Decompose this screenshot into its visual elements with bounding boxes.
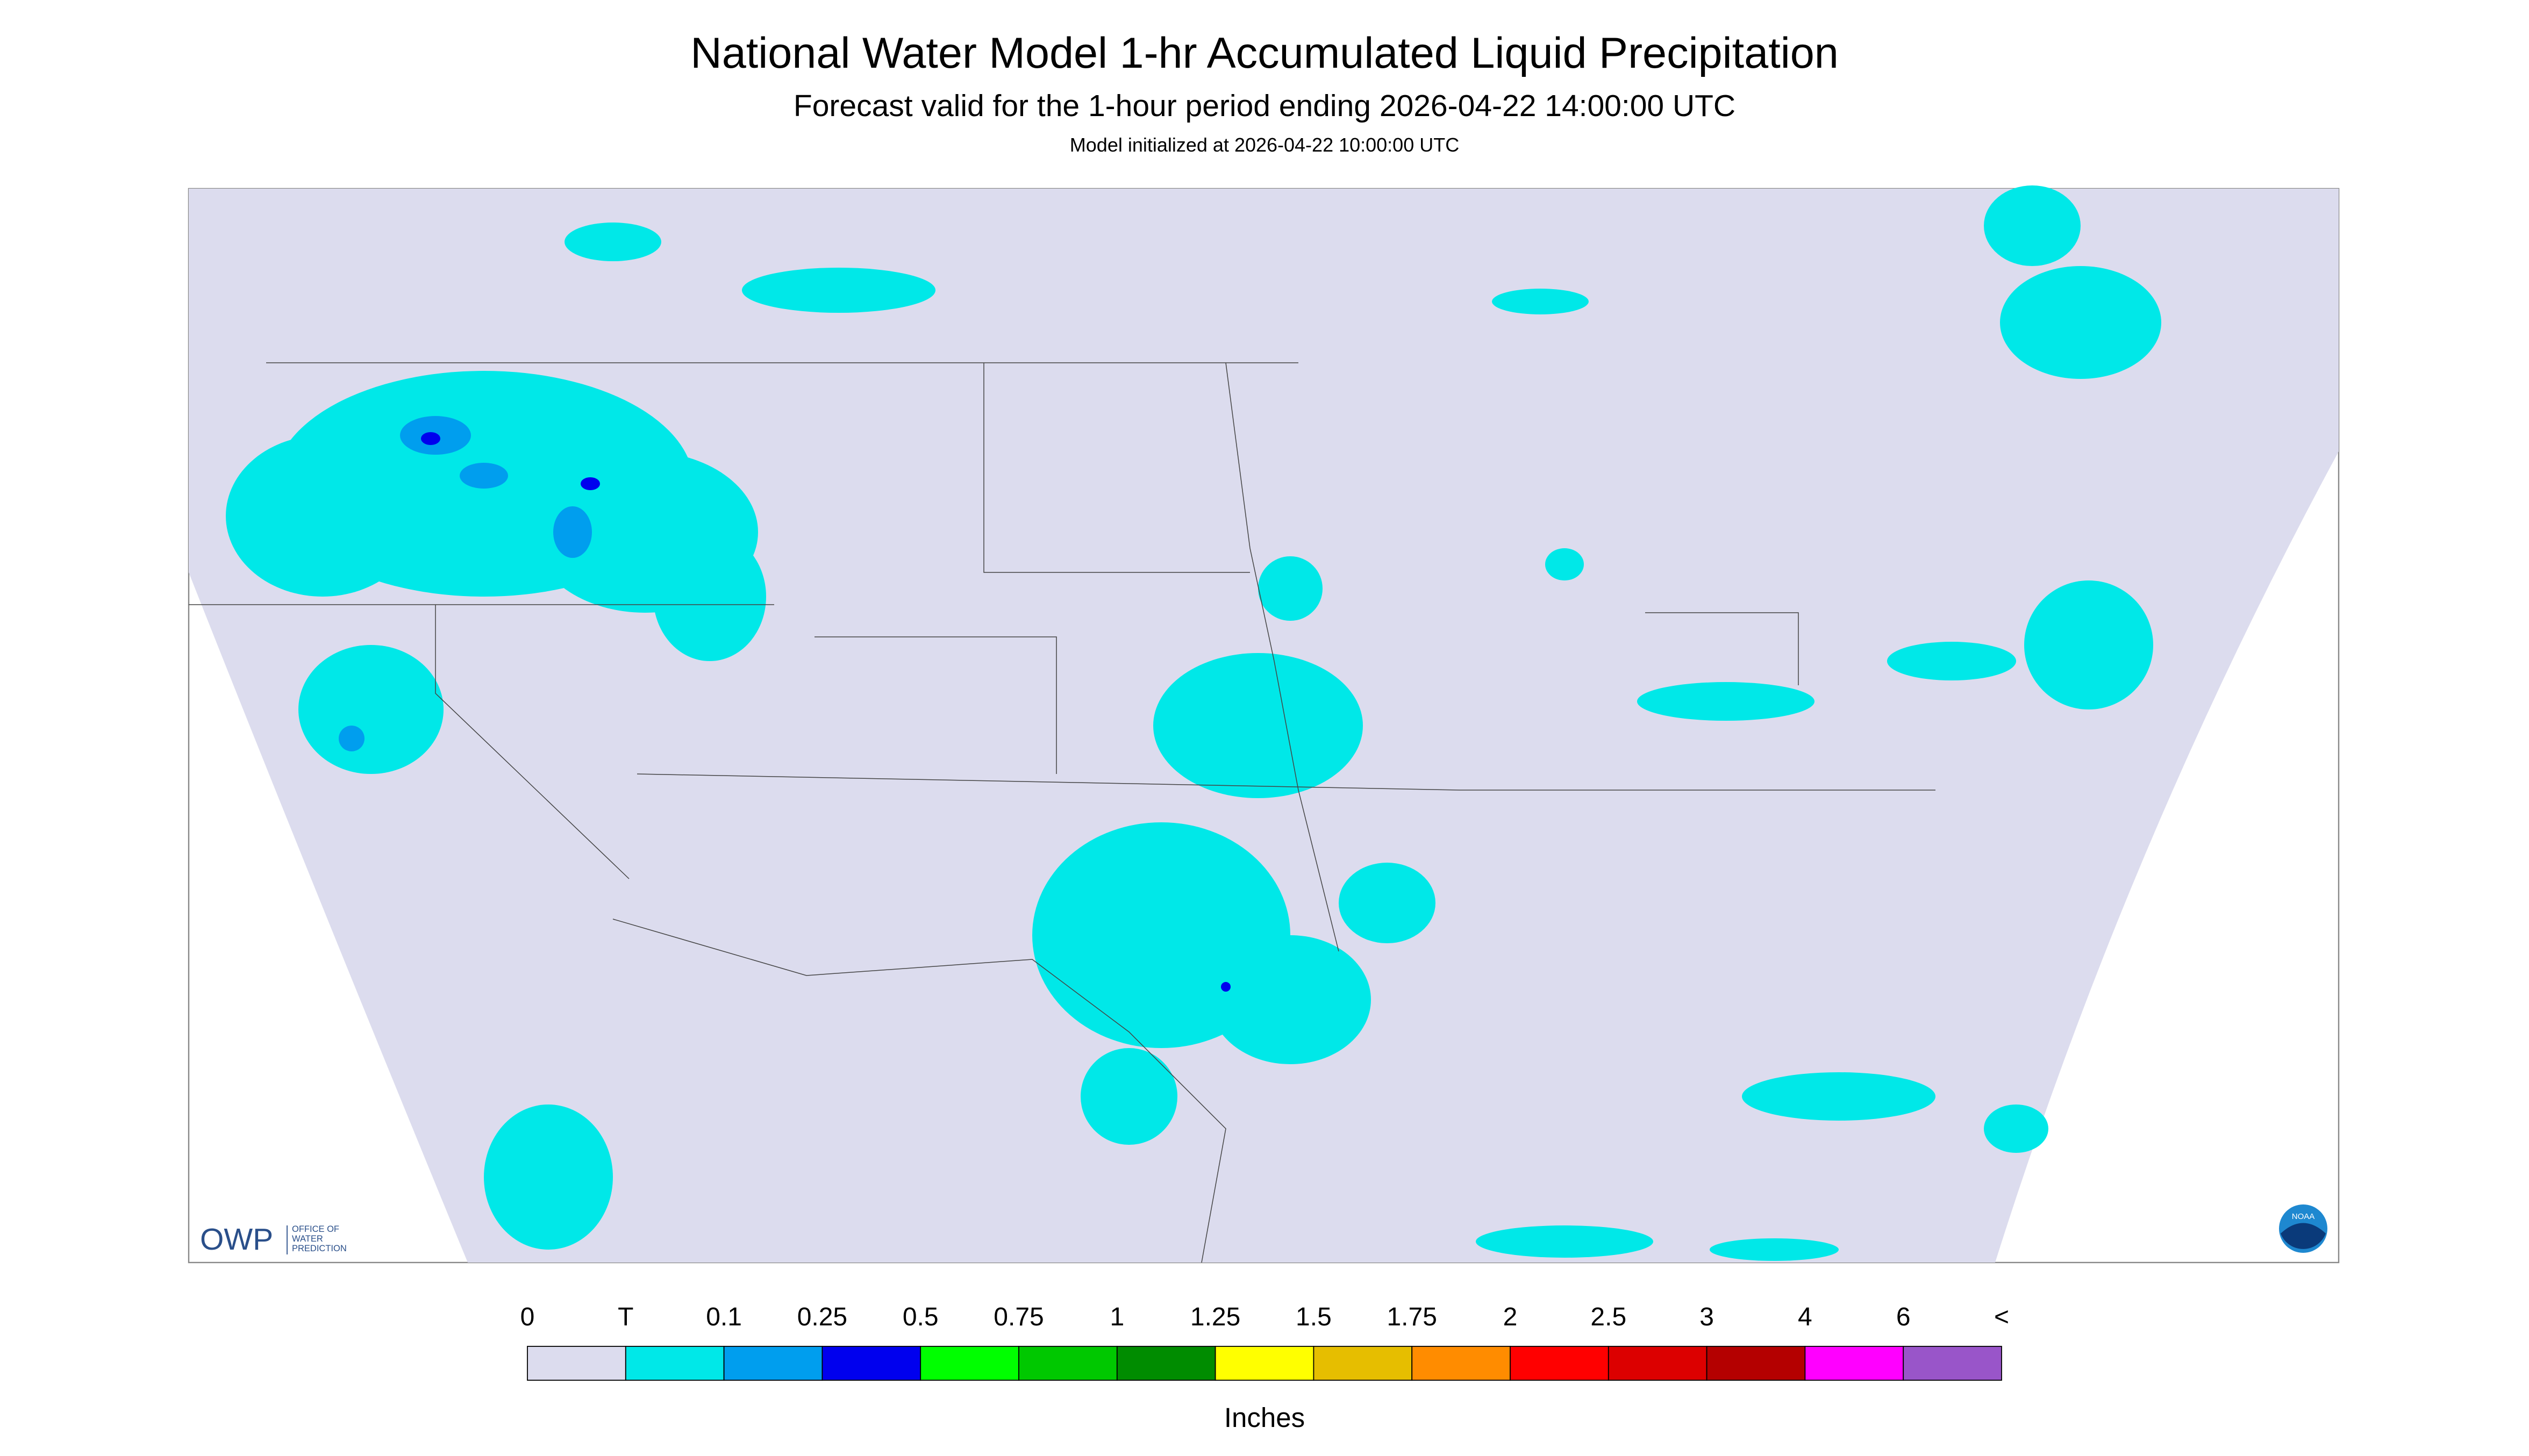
legend-label: 1.75 bbox=[1387, 1303, 1437, 1331]
legend-swatch bbox=[1903, 1346, 2002, 1381]
legend-swatch bbox=[1510, 1346, 1609, 1381]
init-time: Model initialized at 2026-04-22 10:00:00… bbox=[1070, 134, 1459, 156]
precip-heaviest bbox=[421, 432, 1231, 992]
legend-unit: Inches bbox=[1224, 1402, 1305, 1433]
owp-name: PREDICTION bbox=[292, 1244, 347, 1253]
legend-label: < bbox=[1994, 1303, 2009, 1331]
subtitle: Forecast valid for the 1-hour period end… bbox=[794, 89, 1735, 123]
legend-label: 1.5 bbox=[1296, 1303, 1332, 1331]
owp-logo: OWP bbox=[200, 1222, 273, 1257]
boundaries bbox=[189, 362, 1935, 1263]
legend-label: 1.25 bbox=[1190, 1303, 1240, 1331]
legend-label: 0.1 bbox=[706, 1303, 742, 1331]
owp-name: WATER bbox=[292, 1234, 323, 1244]
legend-label: 4 bbox=[1798, 1303, 1812, 1331]
legend: 0 T 0.1 0.25 0.5 0.75 1 1.25 1.5 1.75 2 2.5 3 4 6 < bbox=[520, 1303, 2009, 1381]
legend-label: 0.25 bbox=[797, 1303, 847, 1331]
legend-label: 6 bbox=[1896, 1303, 1911, 1331]
legend-label: 1 bbox=[1110, 1303, 1124, 1331]
legend-swatch bbox=[821, 1346, 921, 1381]
legend-swatch bbox=[723, 1346, 823, 1381]
noaa-logo-text: NOAA bbox=[2292, 1212, 2315, 1221]
owp-name: OFFICE OF bbox=[292, 1224, 339, 1234]
legend-swatch bbox=[1411, 1346, 1511, 1381]
legend-label: 0.75 bbox=[994, 1303, 1044, 1331]
legend-swatch bbox=[1215, 1346, 1314, 1381]
legend-label: 0 bbox=[520, 1303, 535, 1331]
map: OWP OFFICE OF WATER PREDICTION NOAA bbox=[188, 185, 2340, 1264]
legend-swatch bbox=[1608, 1346, 1708, 1381]
legend-swatch bbox=[1116, 1346, 1216, 1381]
legend-swatch bbox=[625, 1346, 725, 1381]
legend-label: 0.5 bbox=[903, 1303, 939, 1331]
legend-swatch bbox=[920, 1346, 1019, 1381]
title: National Water Model 1-hr Accumulated Li… bbox=[690, 29, 1839, 77]
legend-swatch bbox=[1313, 1346, 1413, 1381]
legend-swatch bbox=[1018, 1346, 1118, 1381]
legend-swatch bbox=[1706, 1346, 1806, 1381]
legend-label: 3 bbox=[1699, 1303, 1714, 1331]
legend-label: 2.5 bbox=[1590, 1303, 1626, 1331]
legend-swatch bbox=[527, 1346, 626, 1381]
noaa-logo-wave bbox=[2281, 1223, 2326, 1249]
legend-label: 2 bbox=[1503, 1303, 1518, 1331]
precip-areas bbox=[226, 185, 2161, 1261]
legend-label: T bbox=[618, 1303, 633, 1331]
legend-swatch bbox=[1804, 1346, 1904, 1381]
